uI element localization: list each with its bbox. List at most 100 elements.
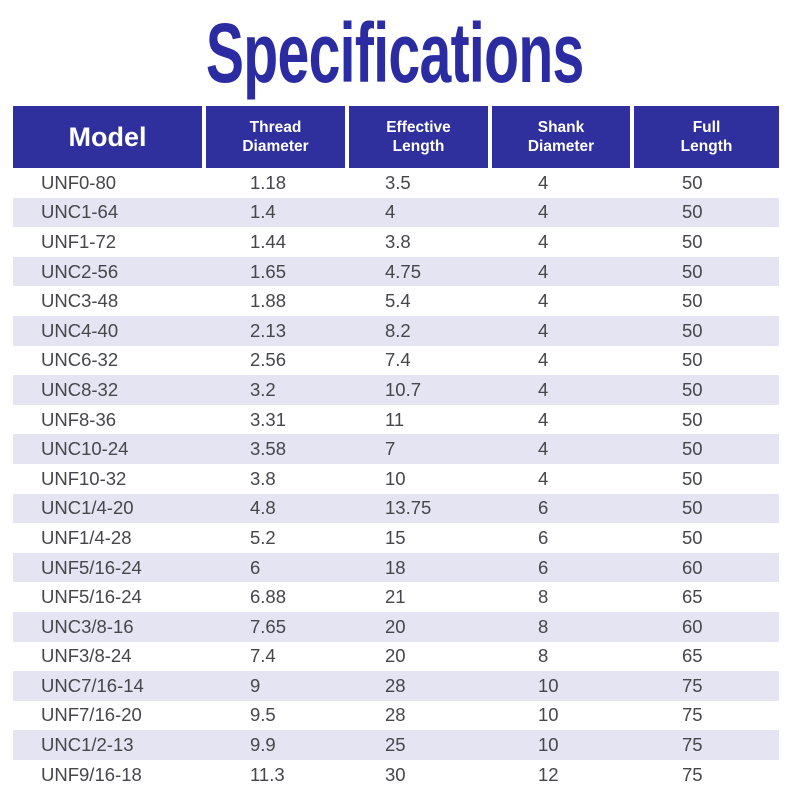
cell-effective-length: 8.2 — [385, 319, 411, 341]
table-row: UNC1/2-13 9.9 25 10 75 — [13, 730, 779, 760]
cell-thread-diameter: 6.88 — [250, 586, 287, 608]
cell-shank-diameter: 4 — [538, 260, 549, 282]
cell-full-length: 50 — [682, 467, 703, 489]
cell-model: UNC1-64 — [41, 201, 119, 223]
spec-table: Model Thread Diameter Effective Length S… — [13, 106, 779, 789]
table-row: UNC10-24 3.58 7 4 50 — [13, 434, 779, 464]
cell-thread-diameter: 7.65 — [250, 615, 287, 637]
page-title: Specifications — [206, 6, 584, 100]
cell-effective-length: 21 — [385, 586, 406, 608]
cell-full-length: 50 — [682, 526, 703, 548]
cell-model: UNF1/4-28 — [41, 526, 132, 548]
cell-shank-diameter: 8 — [538, 586, 549, 608]
cell-full-length: 50 — [682, 171, 703, 193]
cell-full-length: 50 — [682, 230, 703, 252]
cell-full-length: 50 — [682, 497, 703, 519]
table-row: UNC8-32 3.2 10.7 4 50 — [13, 375, 779, 405]
table-row: UNC3/8-16 7.65 20 8 60 — [13, 611, 779, 642]
cell-model: UNC7/16-14 — [41, 674, 144, 696]
cell-thread-diameter: 9.9 — [250, 734, 276, 756]
table-row: UNF3/8-24 7.4 20 8 65 — [13, 642, 779, 672]
cell-thread-diameter: 1.4 — [250, 201, 276, 223]
cell-model: UNC8-32 — [41, 378, 119, 400]
title-area: Specifications — [0, 0, 790, 106]
cell-full-length: 75 — [682, 763, 703, 785]
table-row: UNF7/16-20 9.5 28 10 75 — [13, 701, 779, 731]
cell-thread-diameter: 9.5 — [250, 704, 276, 726]
table-row: UNF5/16-24 6.88 21 8 65 — [13, 582, 779, 612]
cell-full-length: 50 — [682, 201, 703, 223]
cell-full-length: 65 — [682, 645, 703, 667]
cell-shank-diameter: 4 — [538, 349, 549, 371]
table-row: UNF0-80 1.18 3.5 4 50 — [13, 168, 779, 198]
cell-thread-diameter: 11.3 — [250, 763, 285, 785]
cell-thread-diameter: 2.13 — [250, 319, 287, 341]
cell-model: UNC1/2-13 — [41, 734, 134, 756]
cell-full-length: 75 — [682, 674, 703, 696]
cell-effective-length: 11 — [385, 408, 405, 430]
cell-thread-diameter: 3.2 — [250, 378, 276, 400]
table-row: UNC7/16-14 9 28 10 75 — [13, 671, 779, 701]
cell-shank-diameter: 4 — [538, 408, 549, 430]
cell-full-length: 75 — [682, 704, 703, 726]
table-row: UNC6-32 2.56 7.4 4 50 — [13, 346, 779, 376]
cell-effective-length: 10.7 — [385, 378, 422, 400]
cell-effective-length: 4.75 — [385, 260, 422, 282]
table-row: UNF5/16-24 6 18 6 60 — [13, 552, 779, 583]
cell-thread-diameter: 3.58 — [250, 438, 287, 460]
cell-model: UNF1-72 — [41, 230, 117, 252]
cell-model: UNF8-36 — [41, 408, 117, 430]
cell-effective-length: 13.75 — [385, 497, 432, 519]
col-header-full-length: Full Length — [630, 106, 779, 168]
table-row: UNF10-32 3.8 10 4 50 — [13, 464, 779, 494]
cell-effective-length: 20 — [385, 615, 406, 637]
cell-full-length: 50 — [682, 260, 703, 282]
cell-shank-diameter: 4 — [538, 171, 549, 193]
cell-full-length: 50 — [682, 438, 703, 460]
cell-thread-diameter: 1.18 — [250, 171, 287, 193]
cell-effective-length: 28 — [385, 704, 406, 726]
cell-effective-length: 7.4 — [385, 349, 411, 371]
cell-model: UNF5/16-24 — [41, 586, 142, 608]
cell-thread-diameter: 5.2 — [250, 526, 276, 548]
cell-model: UNF5/16-24 — [41, 556, 142, 578]
cell-shank-diameter: 8 — [538, 645, 549, 667]
col-header-effective-length: Effective Length — [345, 106, 490, 168]
cell-shank-diameter: 4 — [538, 438, 549, 460]
cell-model: UNC10-24 — [41, 438, 129, 460]
table-header-row: Model Thread Diameter Effective Length S… — [13, 106, 779, 168]
cell-shank-diameter: 6 — [538, 497, 549, 519]
cell-full-length: 75 — [682, 734, 703, 756]
cell-model: UNC6-32 — [41, 349, 119, 371]
table-row: UNF8-36 3.31 11 4 50 — [13, 405, 779, 435]
cell-full-length: 50 — [682, 378, 703, 400]
cell-shank-diameter: 4 — [538, 201, 549, 223]
cell-model: UNF7/16-20 — [41, 704, 142, 726]
table-row: UNC3-48 1.88 5.4 4 50 — [13, 286, 779, 316]
cell-thread-diameter: 7.4 — [250, 645, 276, 667]
cell-thread-diameter: 9 — [250, 674, 261, 696]
cell-thread-diameter: 2.56 — [250, 349, 287, 371]
cell-shank-diameter: 6 — [538, 556, 549, 578]
cell-thread-diameter: 3.31 — [250, 408, 287, 430]
cell-thread-diameter: 1.88 — [250, 290, 287, 312]
cell-effective-length: 20 — [385, 645, 406, 667]
cell-shank-diameter: 10 — [538, 734, 559, 756]
cell-shank-diameter: 10 — [538, 704, 559, 726]
col-header-shank-diameter: Shank Diameter — [488, 106, 632, 168]
table-row: UNF1-72 1.44 3.8 4 50 — [13, 227, 779, 257]
cell-full-length: 60 — [682, 556, 703, 578]
table-row: UNC1-64 1.4 4 4 50 — [13, 197, 779, 228]
cell-shank-diameter: 4 — [538, 290, 549, 312]
table-row: UNC1/4-20 4.8 13.75 6 50 — [13, 493, 779, 524]
cell-full-length: 60 — [682, 615, 703, 637]
cell-thread-diameter: 4.8 — [250, 497, 276, 519]
cell-shank-diameter: 4 — [538, 230, 549, 252]
cell-shank-diameter: 4 — [538, 467, 549, 489]
cell-thread-diameter: 3.8 — [250, 467, 276, 489]
cell-model: UNC3-48 — [41, 290, 119, 312]
col-header-thread-diameter: Thread Diameter — [202, 106, 347, 168]
cell-thread-diameter: 1.44 — [250, 230, 287, 252]
table-row: UNF9/16-18 11.3 30 12 75 — [13, 760, 779, 790]
